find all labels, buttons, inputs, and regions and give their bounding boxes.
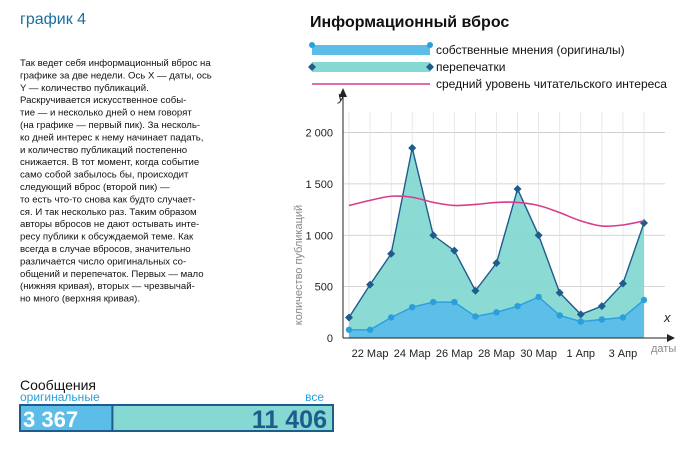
marker — [387, 249, 396, 258]
y-tick-label: 1 000 — [305, 230, 333, 242]
x-tick-label: 30 Мар — [520, 348, 557, 360]
text-line: следующий вброс (второй пик) — — [20, 182, 170, 193]
text-line: Y — количество публикаций. — [20, 83, 149, 94]
text-line: тие — и несколько дней о нем говорят — [20, 108, 192, 119]
text-line: и количество публикаций постепенно — [20, 145, 187, 156]
marker — [472, 313, 479, 320]
text-line: графике за две недели. Ось X — даты, ось — [20, 70, 212, 81]
text-line: всегда в случае вбросов, значительно — [20, 244, 191, 255]
marker — [577, 318, 584, 325]
marker — [619, 314, 627, 321]
interest-line — [348, 195, 645, 228]
marker — [534, 231, 543, 240]
marker — [493, 309, 500, 316]
chart-title: Информационный вброс — [310, 14, 509, 31]
original-bar — [19, 404, 114, 432]
legend-label: собственные мнения (оригиналы) — [436, 43, 625, 57]
marker — [598, 316, 606, 323]
legend-item: собственные мнения (оригиналы) — [309, 42, 625, 57]
text-line: ся. И так несколько раз. Таким образом — [20, 207, 197, 218]
marker — [408, 143, 417, 152]
marker — [597, 302, 606, 311]
marker — [471, 286, 480, 295]
marker — [576, 310, 585, 319]
x-tick-label: 24 Мар — [394, 348, 431, 360]
marker — [345, 313, 353, 322]
x-tick-label: 26 Мар — [436, 348, 473, 360]
x-tick-label: 22 Мар — [352, 348, 389, 360]
marker — [430, 298, 437, 306]
text-line: само собой забылось бы, происходит — [20, 170, 189, 181]
y-tick-label: 0 — [327, 333, 333, 345]
x-tick-label: 28 Мар — [478, 348, 515, 360]
y-tick-label: 2 000 — [305, 128, 333, 140]
legend-marker — [309, 42, 315, 48]
marker — [366, 326, 374, 333]
x-axis-title: даты — [651, 343, 676, 355]
marker — [513, 185, 522, 194]
area — [349, 147, 644, 338]
marker — [535, 293, 542, 301]
text-line: но много (верхняя кривая). — [20, 294, 140, 305]
text-line: Раскручивается искусственное собы- — [20, 95, 186, 106]
text-line: общений и перепечаток. Первых — мало — [20, 269, 204, 280]
text-line: авторы вбросов не дают остывать инте- — [20, 219, 199, 230]
legend-label: перепечатки — [436, 60, 505, 74]
marker — [492, 259, 501, 268]
area — [349, 296, 644, 338]
y-arrow — [339, 88, 347, 97]
marker — [450, 246, 459, 255]
marker — [640, 296, 648, 304]
legend-marker — [308, 63, 316, 71]
legend-swatch — [312, 45, 430, 55]
legend-swatch — [312, 62, 430, 72]
marker — [429, 231, 438, 240]
header: график 4 — [20, 11, 86, 28]
marker — [639, 218, 648, 227]
text-line: ко дней интерес к нему начинает падать, — [20, 132, 203, 143]
legend-label: средний уровень читательского интереса — [436, 77, 667, 91]
x-arrow — [667, 334, 675, 342]
text-line: Так ведет себя информационный вброс на — [20, 58, 211, 69]
x-tick-label: 1 Апр — [566, 348, 595, 360]
original-name: оригинальные — [20, 390, 100, 404]
marker — [618, 279, 627, 288]
marker — [451, 298, 458, 306]
y-axis-title: количество публикаций — [293, 205, 305, 325]
messages-title: Сообщения — [20, 377, 96, 393]
marker — [556, 312, 563, 319]
text-line: то есть что-то снова как будто случает- — [20, 194, 195, 205]
description: Так ведет себя информационный вброс нагр… — [20, 58, 212, 305]
text-line: (нижняя кривая), вторых — чрезвычай- — [20, 281, 195, 292]
x-tick-label: 3 Апр — [609, 348, 638, 360]
all-value: 11 406 — [252, 406, 327, 434]
legend-marker — [427, 42, 433, 48]
x-axis-letter: x — [663, 310, 671, 325]
marker — [366, 280, 375, 289]
marker — [387, 314, 395, 321]
legend-marker — [426, 63, 434, 71]
marker — [345, 326, 353, 333]
y-tick-label: 500 — [315, 282, 333, 294]
text-line: (на графике — первый пик). За несколь- — [20, 120, 200, 131]
text-line: снижается. В тот момент, когда событие — [20, 157, 199, 168]
y-tick-label: 1 500 — [305, 179, 333, 191]
marker — [555, 288, 564, 297]
legend-item: перепечатки — [308, 60, 505, 74]
original-value: 3 367 — [23, 407, 78, 432]
all-name: все — [305, 390, 324, 404]
marker — [409, 303, 416, 311]
text-line: ресу публики к обсуждаемой теме. Как — [20, 232, 194, 243]
marker — [514, 302, 521, 310]
legend-item: средний уровень читательского интереса — [312, 77, 667, 91]
text-line: различается число оригинальных со- — [20, 256, 186, 267]
